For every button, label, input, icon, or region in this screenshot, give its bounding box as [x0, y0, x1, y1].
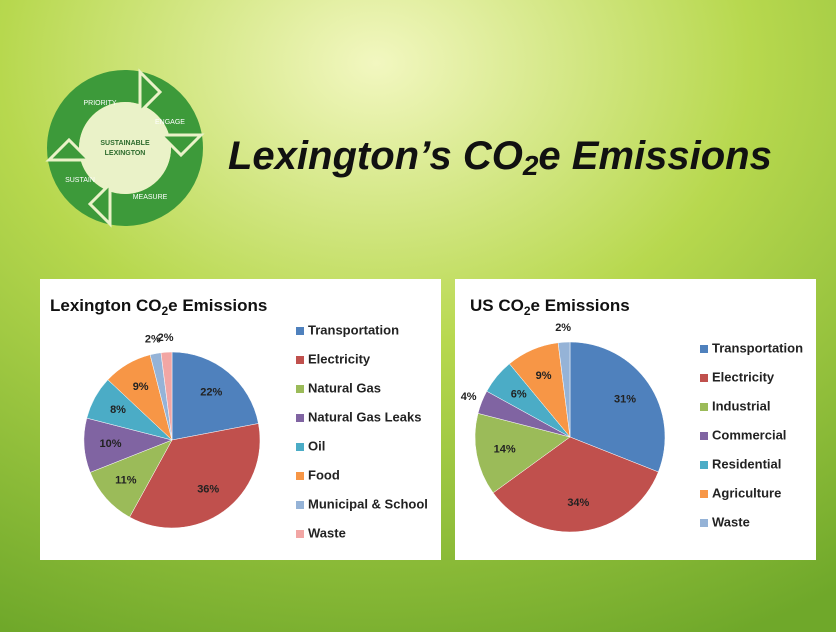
data-label: 9%: [133, 381, 149, 393]
pie-slice: [569, 341, 666, 473]
legend-swatch: [700, 461, 708, 469]
pie-slice: [160, 351, 173, 441]
title-sub: 2: [522, 150, 539, 181]
legend-swatch: [296, 443, 304, 451]
logo-step: MEASURE: [133, 194, 168, 201]
logo: SUSTAINABLE LEXINGTON PRIORITY ENGAGE ME…: [45, 68, 205, 228]
data-label: 36%: [197, 484, 219, 496]
legend-label: Natural Gas: [308, 380, 381, 395]
legend-swatch: [700, 432, 708, 440]
data-label: 10%: [100, 438, 122, 450]
data-label: 6%: [511, 389, 527, 401]
chart-title-part: e Emissions: [531, 296, 630, 315]
logo-step: SUSTAIN: [65, 177, 95, 184]
logo-step: PRIORITY: [83, 100, 116, 107]
data-label: 34%: [567, 497, 589, 509]
logo-arrows: [45, 68, 205, 228]
title-part: e Emissions: [538, 134, 771, 178]
legend-swatch: [700, 519, 708, 527]
data-label: 2%: [158, 332, 174, 344]
chart-title: Lexington CO2e Emissions: [50, 296, 267, 318]
legend-label: Electricity: [712, 369, 775, 384]
logo-center-text: SUSTAINABLE: [100, 140, 150, 147]
chart-title-sub: 2: [524, 304, 531, 318]
chart-title-part: e Emissions: [168, 296, 267, 315]
data-label: 22%: [200, 386, 222, 398]
pie-slice: [129, 423, 261, 529]
legend-swatch: [700, 490, 708, 498]
data-label: 9%: [536, 370, 552, 382]
slide-title: Lexington’s CO2e Emissions: [228, 134, 772, 182]
legend-label: Waste: [308, 525, 346, 540]
legend-swatch: [700, 403, 708, 411]
legend-label: Municipal & School: [308, 496, 428, 511]
legend-label: Agriculture: [712, 485, 781, 500]
legend-swatch: [296, 472, 304, 480]
chart-title-part: Lexington CO: [50, 296, 161, 315]
logo-center-text: LEXINGTON: [105, 150, 146, 157]
pie-slice: [474, 413, 571, 494]
legend-swatch: [296, 385, 304, 393]
legend-label: Food: [308, 467, 340, 482]
legend-label: Transportation: [308, 322, 399, 337]
legend-swatch: [700, 345, 708, 353]
legend-swatch: [296, 414, 304, 422]
legend-label: Transportation: [712, 340, 803, 355]
data-label: 8%: [110, 404, 126, 416]
data-label: 14%: [494, 443, 516, 455]
logo-center: [79, 102, 171, 194]
data-label: 2%: [555, 322, 571, 334]
legend-swatch: [700, 374, 708, 382]
pie-slice: [492, 436, 659, 533]
legend-swatch: [296, 356, 304, 364]
legend-swatch: [296, 530, 304, 538]
data-label: 11%: [115, 475, 137, 487]
legend-swatch: [296, 327, 304, 335]
chart-title-sub: 2: [161, 304, 168, 318]
legend-label: Oil: [308, 438, 325, 453]
chart-title-part: US CO: [470, 296, 524, 315]
chart-title: US CO2e Emissions: [470, 296, 630, 318]
data-label: 31%: [614, 394, 636, 406]
logo-step: ENGAGE: [155, 119, 185, 126]
title-part: Lexington’s CO: [228, 134, 523, 178]
data-label: 4%: [461, 391, 477, 403]
data-label: 2%: [145, 334, 161, 346]
legend-label: Electricity: [308, 351, 371, 366]
legend-label: Industrial: [712, 398, 771, 413]
legend-label: Natural Gas Leaks: [308, 409, 421, 424]
legend-swatch: [296, 501, 304, 509]
pie-slice: [557, 341, 571, 438]
legend-label: Commercial: [712, 427, 786, 442]
legend-label: Residential: [712, 456, 781, 471]
pie-slice: [171, 351, 259, 441]
legend-label: Waste: [712, 514, 750, 529]
